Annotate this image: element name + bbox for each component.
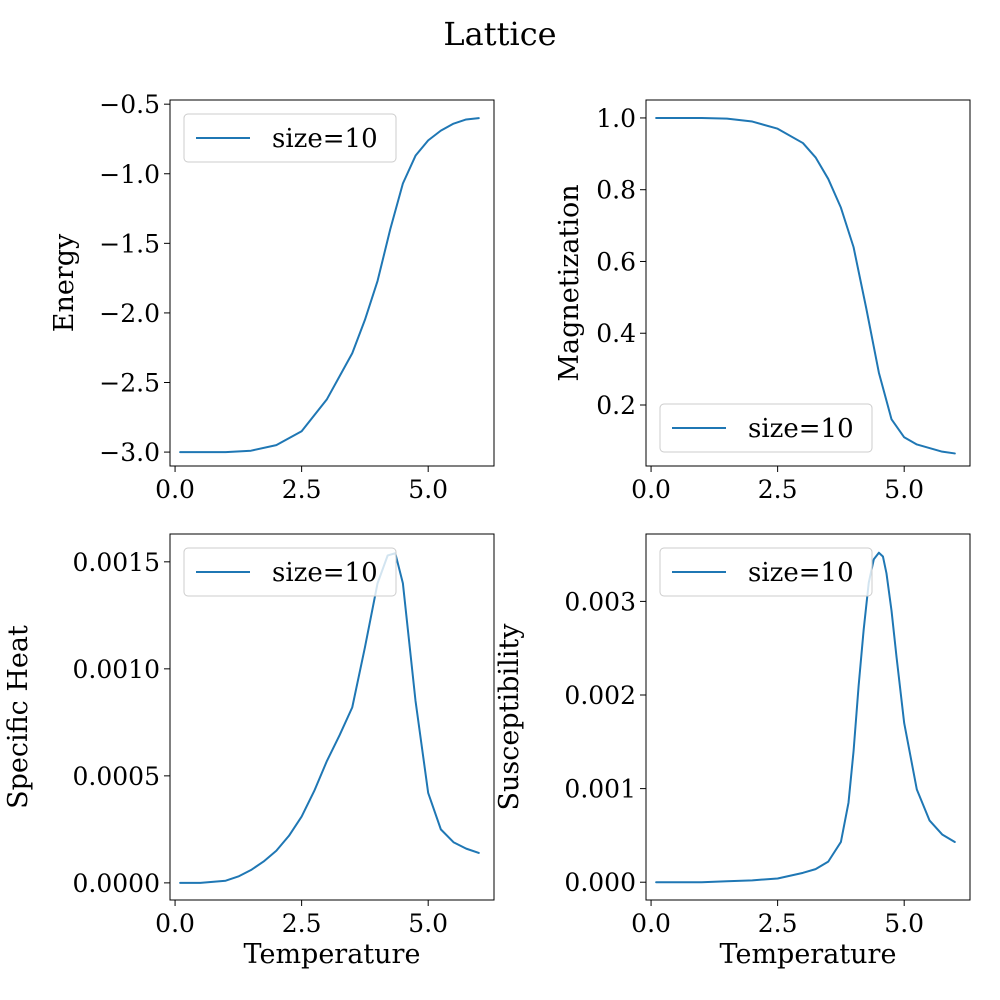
magnetization-x-tick-label: 0.0 <box>631 475 671 504</box>
specific-heat-y-tick-label: 0.0010 <box>73 655 160 684</box>
figure-title: Lattice <box>443 15 556 53</box>
magnetization-y-tick-label: 0.4 <box>596 319 636 348</box>
magnetization-axes-frame <box>645 99 971 467</box>
specific-heat-axes-frame <box>169 533 495 901</box>
susceptibility-y-tick-label: 0.003 <box>564 587 636 616</box>
energy-y-tick-label: −2.5 <box>99 369 160 398</box>
susceptibility-x-tick-label: 2.5 <box>758 909 798 938</box>
magnetization-y-tick-label: 0.8 <box>596 176 636 205</box>
energy-y-tick-label: −0.5 <box>99 90 160 119</box>
susceptibility-legend-box <box>659 547 873 597</box>
energy-y-tick-label: −2.0 <box>99 299 160 328</box>
magnetization-x-tick-label: 5.0 <box>884 475 924 504</box>
susceptibility-legend: size=10 <box>659 547 873 597</box>
energy-axes-frame <box>169 99 495 467</box>
panel-susceptibility: 0.0 2.5 5.0 0.000 0.001 0.002 0.003 Susceptibil… <box>494 533 971 970</box>
specific-heat-x-tick-label: 5.0 <box>408 909 448 938</box>
specific-heat-legend: size=10 <box>183 547 397 597</box>
susceptibility-axes-frame <box>645 533 971 901</box>
magnetization-series-line <box>655 116 956 455</box>
susceptibility-series-line <box>655 551 956 884</box>
specific-heat-y-axis-label: Specific Heat <box>3 625 34 809</box>
susceptibility-y-tick-label: 0.001 <box>564 775 636 804</box>
magnetization-legend-label: size=10 <box>748 414 854 444</box>
specific-heat-x-axis-label: Temperature <box>244 939 421 970</box>
energy-x-tick-label: 0.0 <box>155 475 195 504</box>
specific-heat-series-line <box>179 552 480 884</box>
panel-magnetization: 0.0 2.5 5.0 0.2 0.4 0.6 0.8 1.0 Magnetization siz… <box>554 99 971 504</box>
susceptibility-x-tick-label: 0.0 <box>631 909 671 938</box>
magnetization-y-tick-label: 1.0 <box>596 104 636 133</box>
specific-heat-x-tick-label: 2.5 <box>282 909 322 938</box>
susceptibility-x-axis-label: Temperature <box>720 939 897 970</box>
magnetization-y-axis-label: Magnetization <box>554 184 585 381</box>
susceptibility-y-tick-label: 0.000 <box>564 868 636 897</box>
magnetization-y-tick-label: 0.2 <box>596 391 636 420</box>
magnetization-x-tick-label: 2.5 <box>758 475 798 504</box>
specific-heat-legend-box <box>183 547 397 597</box>
energy-y-tick-label: −1.5 <box>99 229 160 258</box>
susceptibility-y-axis-label: Susceptibility <box>494 623 525 811</box>
energy-legend: size=10 <box>183 113 397 163</box>
susceptibility-x-tick-label: 5.0 <box>884 909 924 938</box>
specific-heat-x-tick-label: 0.0 <box>155 909 195 938</box>
energy-y-axis-label: Energy <box>49 233 80 332</box>
subplots: 0.0 2.5 5.0 −3.0 −2.5 −2.0 −1.5 −1.0 −0.5 Energy s… <box>3 90 971 970</box>
magnetization-y-tick-label: 0.6 <box>596 247 636 276</box>
magnetization-legend: size=10 <box>659 403 873 453</box>
magnetization-legend-box <box>659 403 873 453</box>
panel-specific-heat: 0.0 2.5 5.0 0.0000 0.0005 0.0010 0.0015 Specifi… <box>3 533 495 970</box>
energy-y-tick-label: −1.0 <box>99 160 160 189</box>
energy-legend-box <box>183 113 397 163</box>
panel-energy: 0.0 2.5 5.0 −3.0 −2.5 −2.0 −1.5 −1.0 −0.5 Energy s… <box>49 90 495 504</box>
susceptibility-y-tick-label: 0.002 <box>564 681 636 710</box>
energy-y-tick-label: −3.0 <box>99 438 160 467</box>
specific-heat-legend-label: size=10 <box>272 558 378 588</box>
specific-heat-y-tick-label: 0.0015 <box>73 548 160 577</box>
specific-heat-y-tick-label: 0.0005 <box>73 762 160 791</box>
susceptibility-legend-label: size=10 <box>748 558 854 588</box>
energy-x-tick-label: 5.0 <box>408 475 448 504</box>
specific-heat-y-tick-label: 0.0000 <box>73 869 160 898</box>
energy-legend-label: size=10 <box>272 124 378 154</box>
energy-x-tick-label: 2.5 <box>282 475 322 504</box>
energy-series-line <box>179 117 480 454</box>
